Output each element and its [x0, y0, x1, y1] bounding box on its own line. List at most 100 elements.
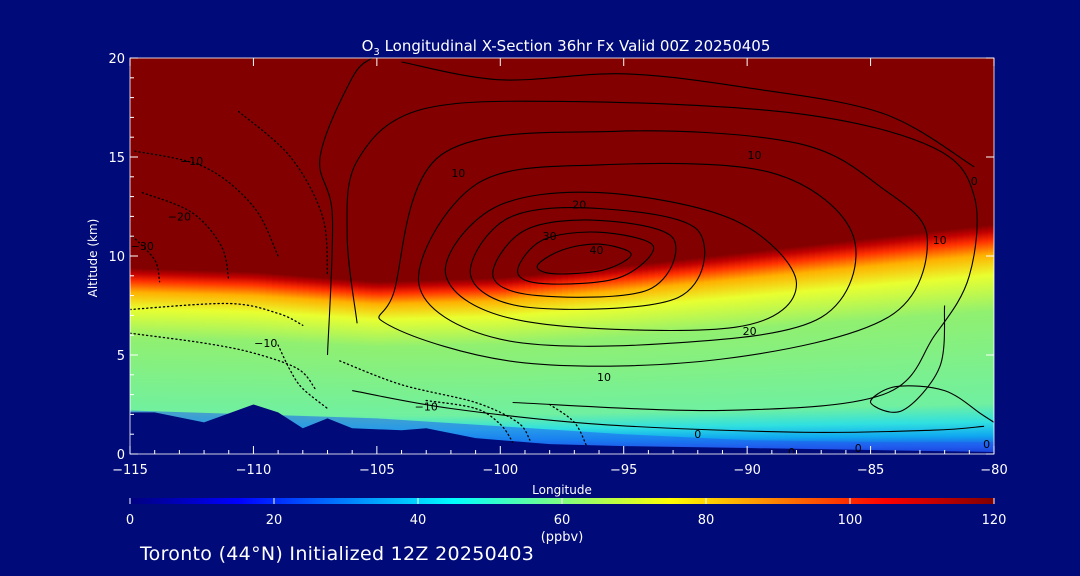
field-column — [919, 232, 927, 454]
contour-label: 0 — [788, 446, 795, 459]
field-column — [599, 267, 606, 454]
contour-label: 0 — [971, 175, 978, 188]
field-column — [160, 268, 168, 454]
field-column — [271, 273, 279, 454]
contour-label: −30 — [131, 240, 154, 253]
y-axis: 0 5 10 15 20 — [108, 52, 994, 463]
field-column — [222, 270, 230, 454]
field-column — [463, 278, 471, 454]
colorbar-tick-label: 0 — [126, 513, 134, 528]
field-column — [185, 269, 193, 454]
field-column — [401, 280, 409, 454]
field-column — [315, 277, 322, 454]
field-column — [981, 225, 989, 454]
field-column — [179, 269, 187, 454]
ozone-field — [130, 58, 994, 454]
field-column — [833, 241, 841, 454]
footer-run-info: Toronto (44°N) Initialized 12Z 20250403 — [140, 543, 535, 565]
field-column — [870, 237, 878, 454]
field-column — [154, 268, 162, 454]
field-column — [265, 273, 273, 454]
field-column — [494, 277, 501, 454]
y-tick-label: 15 — [108, 151, 125, 166]
field-column — [753, 251, 761, 454]
field-column — [506, 276, 514, 454]
field-column — [364, 280, 372, 454]
field-column — [617, 266, 625, 454]
field-column — [562, 271, 569, 454]
field-column — [975, 226, 983, 454]
field-column — [302, 276, 310, 454]
x-axis: −115 −110 −105 −100 −95 −90 −85 −80 — [112, 58, 1008, 478]
field-column — [278, 274, 285, 454]
contour-label: 30 — [543, 230, 557, 243]
x-axis-label: Longitude — [532, 483, 592, 497]
x-tick-label: −85 — [857, 463, 884, 478]
field-column — [420, 280, 427, 454]
contour-line — [378, 130, 928, 367]
field-column — [450, 279, 458, 454]
field-column — [438, 279, 446, 454]
field-column — [907, 233, 915, 454]
field-column — [796, 246, 804, 454]
field-column — [728, 253, 736, 454]
field-column — [389, 281, 396, 454]
contour-label: 40 — [590, 244, 604, 257]
chart-title-rest: Longitudinal X-Section 36hr Fx Valid 00Z… — [380, 37, 771, 55]
field-column — [142, 268, 150, 454]
field-column — [543, 273, 551, 454]
chart-title-prefix: O — [362, 37, 374, 55]
contour-label: 10 — [597, 371, 611, 384]
field-column — [956, 228, 964, 454]
contour-line — [401, 61, 975, 168]
contour-line — [141, 191, 230, 281]
contour-label: −10 — [415, 400, 438, 413]
contour-label: −10 — [254, 337, 277, 350]
field-column — [457, 279, 464, 454]
y-tick-label: 10 — [108, 250, 125, 265]
field-column — [228, 271, 236, 454]
field-column — [413, 280, 421, 454]
field-column — [241, 271, 248, 454]
field-column — [549, 272, 557, 454]
y-tick-label: 5 — [117, 349, 125, 364]
y-axis-label: Altitude (km) — [86, 219, 100, 298]
contour-line — [319, 58, 373, 356]
field-column — [710, 255, 717, 454]
field-column — [524, 275, 532, 454]
field-column — [648, 262, 656, 454]
contour-line — [130, 302, 304, 326]
field-column — [759, 250, 767, 454]
contour-line — [237, 110, 329, 277]
field-column — [778, 248, 785, 454]
field-column — [629, 264, 637, 454]
field-column — [296, 275, 304, 454]
contour-line — [134, 150, 279, 257]
field-column — [407, 280, 415, 454]
field-column — [839, 241, 847, 454]
field-column — [333, 278, 341, 454]
field-column — [475, 278, 483, 454]
field-column — [969, 226, 977, 454]
field-column — [568, 270, 575, 454]
contour-label: −10 — [180, 155, 203, 168]
contour-label: 20 — [572, 199, 586, 212]
field-column — [253, 272, 261, 454]
contour-line — [277, 344, 329, 410]
field-column — [167, 269, 174, 454]
field-column — [197, 270, 205, 454]
terrain — [130, 404, 994, 454]
field-column — [130, 267, 137, 454]
contour-label: −20 — [168, 210, 191, 223]
field-column — [722, 254, 730, 454]
contour-line — [352, 390, 985, 434]
chart-title: O3 Longitudinal X-Section 36hr Fx Valid … — [362, 37, 771, 58]
contour-line — [131, 235, 161, 283]
field-column — [858, 239, 865, 454]
colorbar-ticks: 0 20 40 60 80 100 120 — [126, 498, 1006, 528]
field-column — [358, 280, 366, 454]
field-column — [654, 262, 662, 454]
field-column — [580, 269, 588, 454]
field-column — [938, 230, 946, 454]
